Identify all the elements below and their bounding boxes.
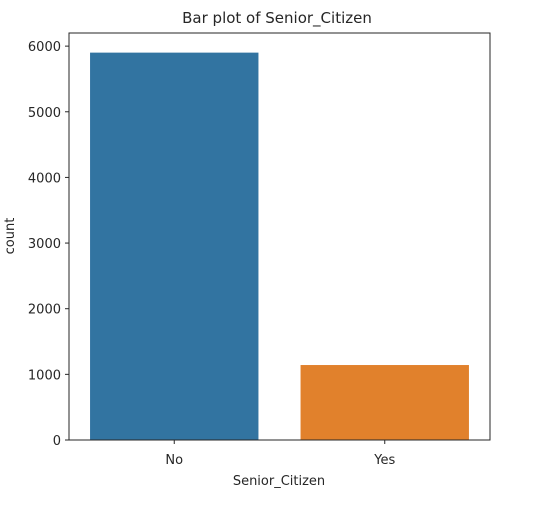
- y-tick-label-0: 0: [53, 434, 61, 449]
- bar-no: [90, 53, 258, 440]
- y-tick-label-1000: 1000: [28, 368, 61, 383]
- x-tick-label-no: No: [165, 453, 183, 468]
- x-tick-label-yes: Yes: [373, 453, 395, 468]
- y-tick-label-3000: 3000: [28, 237, 61, 252]
- y-tick-label-5000: 5000: [28, 106, 61, 121]
- y-tick-label-6000: 6000: [28, 40, 61, 55]
- y-tick-label-2000: 2000: [28, 303, 61, 318]
- y-axis-label: count: [3, 218, 18, 255]
- bar-yes: [301, 365, 469, 440]
- x-axis-label: Senior_Citizen: [233, 474, 325, 489]
- y-tick-label-4000: 4000: [28, 171, 61, 186]
- chart-title: Bar plot of Senior_Citizen: [182, 9, 372, 28]
